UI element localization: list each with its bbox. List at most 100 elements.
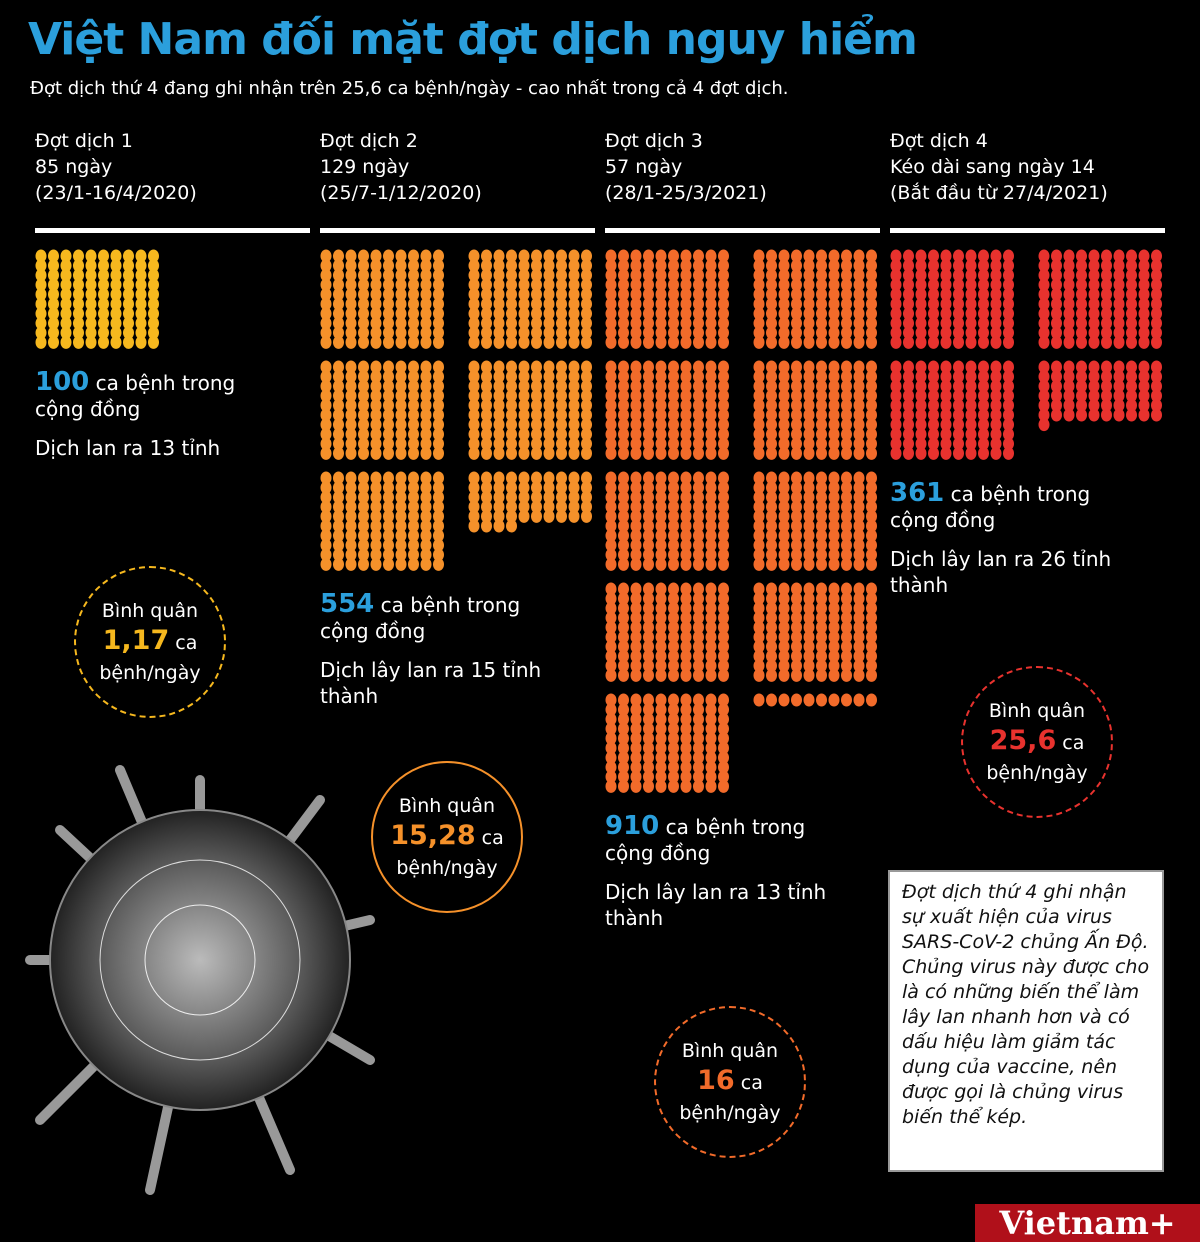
case-dot [581,297,592,311]
case-dot [866,693,877,707]
case-dot [320,249,332,263]
case-dot [655,529,667,543]
case-dot [803,471,815,485]
case-dot [518,509,530,523]
case-dot [618,582,629,596]
case-dot [630,592,642,606]
case-dot [420,268,432,282]
case-dot [928,278,939,292]
case-dot [1088,287,1100,301]
case-dot [705,259,717,273]
case-dot [1138,287,1150,301]
case-dot [605,446,617,460]
case-dot [753,668,765,682]
case-dot [953,268,964,282]
case-dot [680,249,692,263]
case-dot [1038,326,1050,340]
case-dot [581,316,592,330]
case-dot [395,446,407,460]
case-dot [791,668,802,682]
case-dot [940,259,952,273]
case-dot [693,427,704,441]
case-dot [853,379,865,393]
case-dot [890,437,902,451]
case-dot [668,307,679,321]
case-dot [1126,259,1137,273]
case-dot [928,297,939,311]
case-dot [693,760,704,774]
case-dot [1076,259,1087,273]
case-dot [618,360,629,374]
case-dot [568,278,580,292]
case-dot [1113,379,1125,393]
case-dot [990,408,1002,422]
case-dot [643,360,654,374]
case-dot [853,316,865,330]
case-dot [841,326,852,340]
case-dot [605,278,617,292]
case-dot [718,557,729,571]
case-dot [816,418,827,432]
case-dot [655,751,667,765]
case-dot [73,278,84,292]
case-dot [408,316,419,330]
case-dot [420,557,432,571]
case-dot [718,760,729,774]
case-dot [915,297,927,311]
case-dot [420,307,432,321]
case-dot [333,370,344,384]
case-dot [791,693,802,707]
case-dot [630,519,642,533]
case-dot [1076,326,1087,340]
case-dot [333,529,344,543]
case-dot [965,278,977,292]
case-dot [1101,249,1112,263]
case-dot [693,741,704,755]
case-dot [135,297,147,311]
case-dot [383,509,394,523]
case-dot [420,490,432,504]
case-dot [333,490,344,504]
case-dot [866,418,877,432]
case-dot [816,249,827,263]
case-dot [655,335,667,349]
case-dot [778,538,790,552]
case-dot [1113,389,1125,403]
case-dot [803,620,815,634]
case-dot [655,770,667,784]
case-dot [753,519,765,533]
case-dot [556,268,567,282]
case-dot [816,490,827,504]
case-dot [890,259,902,273]
case-dot [718,693,729,707]
case-dot [791,398,802,412]
case-dot [630,751,642,765]
case-dot [791,538,802,552]
case-dot [383,418,394,432]
case-dot [135,326,147,340]
case-dot [481,326,492,340]
wave-name: Đợt dịch 4 [890,130,988,152]
case-dot [1003,446,1014,460]
case-dot [803,446,815,460]
case-dot [618,649,629,663]
case-dot [333,259,344,273]
case-dot [98,268,109,282]
case-dot [1151,259,1162,273]
case-dot [778,509,790,523]
case-dot [693,268,704,282]
case-dot [766,693,777,707]
case-dot [110,287,122,301]
case-dot [358,307,369,321]
case-dot [60,316,72,330]
case-dot [853,268,865,282]
case-dot [705,592,717,606]
case-dot [630,538,642,552]
case-dot [481,370,492,384]
case-dot [98,259,109,273]
case-dot [718,500,729,514]
case-dot [940,278,952,292]
case-dot [816,297,827,311]
case-dot [990,326,1002,340]
case-dot [778,582,790,596]
